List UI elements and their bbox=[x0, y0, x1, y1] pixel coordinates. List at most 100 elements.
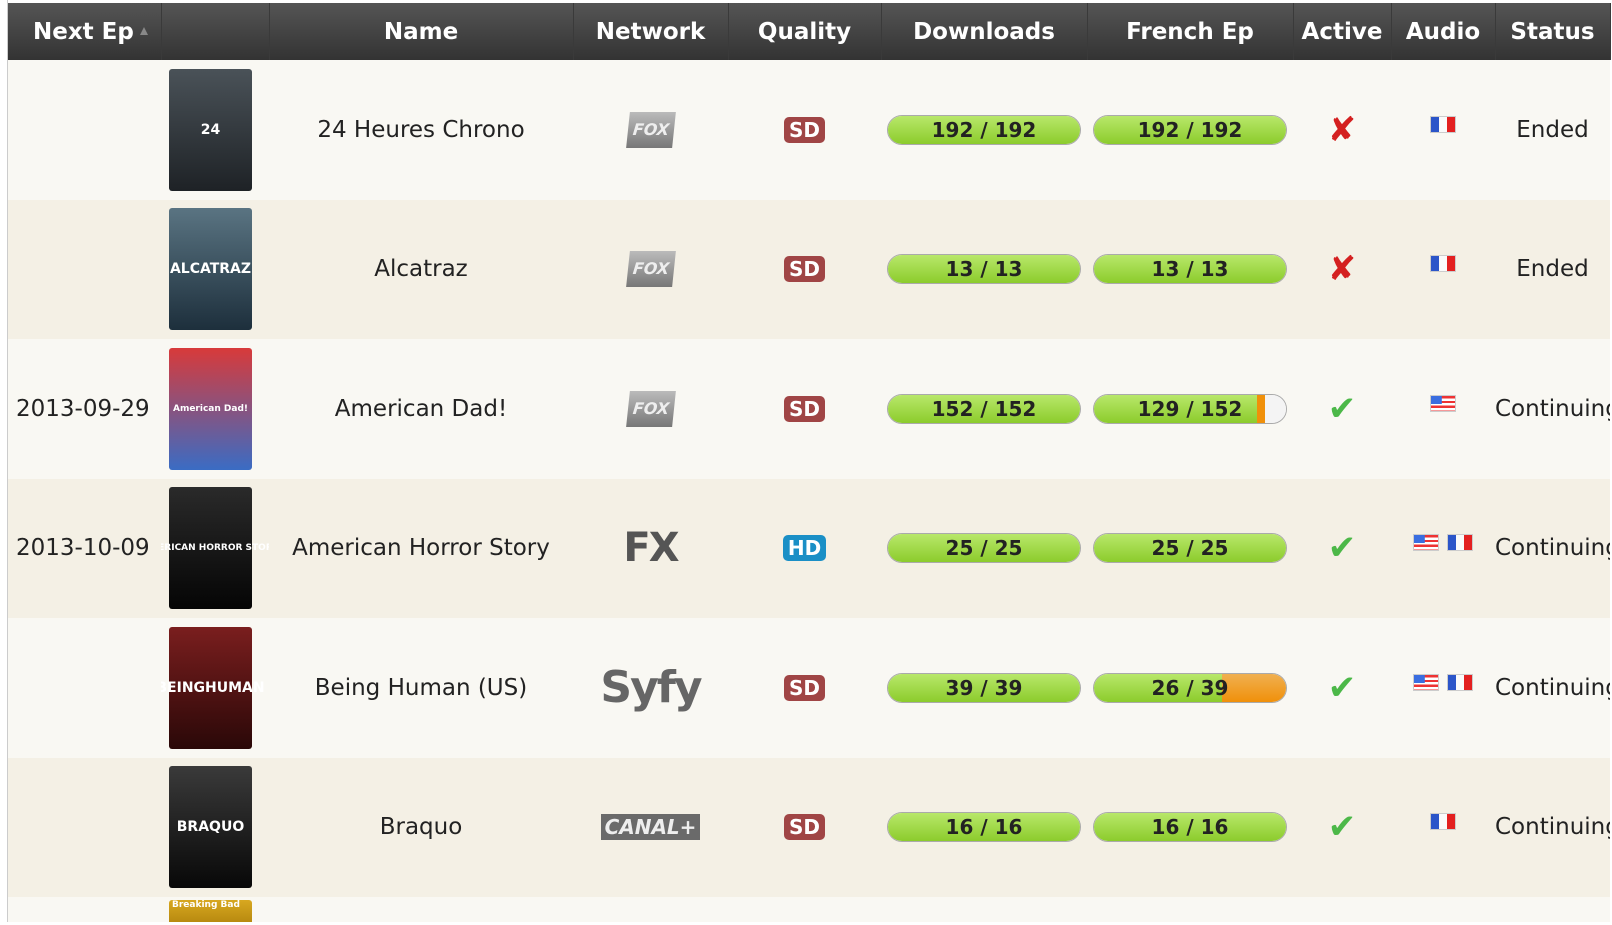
header-status[interactable]: Status bbox=[1495, 3, 1611, 60]
poster-cell: AMERICAN HORROR STORY bbox=[161, 479, 269, 619]
header-network[interactable]: Network bbox=[573, 3, 729, 60]
name-cell[interactable]: Being Human (US) bbox=[269, 618, 573, 758]
progress-fill bbox=[1094, 115, 1286, 144]
audio-cell bbox=[1391, 897, 1495, 922]
header-next-ep[interactable]: Next Ep bbox=[8, 3, 162, 60]
active-cell: ✔ bbox=[1293, 758, 1391, 898]
next-ep-date: 2013-09-29 bbox=[16, 395, 150, 422]
quality-badge: SD bbox=[783, 814, 825, 841]
flag-fr-icon bbox=[1430, 813, 1456, 831]
table-row[interactable]: BRAQUO Braquo CANAL+ SD 16 / 16 16 / 16 … bbox=[8, 757, 1610, 898]
header-poster bbox=[161, 3, 270, 60]
name-cell[interactable]: 24 Heures Chrono bbox=[269, 60, 573, 200]
next-ep-cell bbox=[8, 60, 161, 200]
status-cell: Continuing bbox=[1495, 339, 1610, 479]
header-downloads[interactable]: Downloads bbox=[881, 3, 1088, 60]
show-poster[interactable]: BEINGHUMAN bbox=[161, 626, 265, 749]
flag-us-icon bbox=[1430, 394, 1456, 412]
audio-cell bbox=[1391, 479, 1495, 619]
show-poster[interactable]: ALCATRAZ bbox=[169, 208, 252, 331]
downloads-cell: 25 / 25 bbox=[881, 479, 1087, 619]
quality-cell: SD bbox=[728, 618, 881, 758]
progress-label: 13 / 13 bbox=[945, 257, 1023, 282]
status-cell: Continuing bbox=[1495, 479, 1610, 619]
progress-fill bbox=[1094, 394, 1257, 423]
header-quality[interactable]: Quality bbox=[728, 3, 882, 60]
poster-cell: Breaking Bad bbox=[161, 897, 269, 922]
poster-cell: BRAQUO bbox=[161, 758, 269, 898]
name-cell[interactable]: Alcatraz bbox=[269, 200, 573, 340]
header-name[interactable]: Name bbox=[269, 3, 574, 60]
french-ep-cell: 13 / 13 bbox=[1087, 200, 1293, 340]
progress-fill bbox=[1094, 673, 1222, 702]
downloads-progress-bar: 152 / 152 bbox=[887, 393, 1081, 424]
network-cell: Syfy bbox=[573, 618, 728, 758]
show-poster[interactable]: 24 bbox=[169, 68, 252, 191]
table-row[interactable]: 2013-10-09 AMERICAN HORROR STORY America… bbox=[8, 478, 1610, 619]
network-logo: FX bbox=[623, 525, 679, 572]
network-cell: FX bbox=[573, 479, 728, 619]
shows-table: Next Ep Name Network Quality Downloads F… bbox=[8, 3, 1611, 922]
french-progress-bar: 192 / 192 bbox=[1093, 114, 1287, 145]
quality-badge: SD bbox=[783, 395, 825, 422]
show-name-link[interactable]: Alcatraz bbox=[374, 256, 468, 283]
downloads-progress-bar: 192 / 192 bbox=[887, 114, 1081, 145]
status-cell: Continuing bbox=[1495, 758, 1610, 898]
french-progress-bar: 13 / 13 bbox=[1093, 254, 1287, 285]
network-cell: FOX bbox=[573, 200, 728, 340]
table-row[interactable]: Breaking Bad bbox=[8, 897, 1610, 922]
show-name-link[interactable]: 24 Heures Chrono bbox=[317, 116, 525, 143]
show-name-link[interactable]: American Horror Story bbox=[292, 535, 550, 562]
status-text: Continuing bbox=[1495, 674, 1610, 701]
quality-cell bbox=[728, 897, 881, 922]
header-audio[interactable]: Audio bbox=[1391, 3, 1496, 60]
table-row[interactable]: 2013-09-29 American Dad! American Dad! F… bbox=[8, 339, 1610, 479]
french-ep-cell: 192 / 192 bbox=[1087, 60, 1293, 200]
table-row[interactable]: 24 24 Heures Chrono FOX SD 192 / 192 192… bbox=[8, 60, 1610, 200]
show-name-link[interactable]: Braquo bbox=[379, 814, 463, 841]
name-cell[interactable]: American Horror Story bbox=[269, 479, 573, 619]
downloads-cell: 152 / 152 bbox=[881, 339, 1087, 479]
table-row[interactable]: ALCATRAZ Alcatraz FOX SD 13 / 13 13 / 13… bbox=[8, 199, 1610, 340]
audio-cell bbox=[1391, 339, 1495, 479]
downloads-cell bbox=[881, 897, 1087, 922]
missing-segment bbox=[1256, 394, 1286, 423]
name-cell[interactable] bbox=[269, 897, 573, 922]
show-poster[interactable]: American Dad! bbox=[169, 347, 252, 470]
show-name-link[interactable]: Being Human (US) bbox=[314, 674, 528, 701]
progress-fill bbox=[888, 673, 1080, 702]
audio-cell bbox=[1391, 60, 1495, 200]
progress-label: 192 / 192 bbox=[931, 117, 1037, 142]
progress-label: 39 / 39 bbox=[945, 675, 1023, 700]
network-logo: Syfy bbox=[600, 662, 702, 714]
active-cell: ✘ bbox=[1293, 200, 1391, 340]
french-progress-bar: 25 / 25 bbox=[1093, 533, 1287, 564]
progress-label: 16 / 16 bbox=[1151, 815, 1229, 840]
check-icon: ✔ bbox=[1327, 807, 1357, 848]
show-poster[interactable]: AMERICAN HORROR STORY bbox=[161, 487, 269, 610]
progress-label: 25 / 25 bbox=[945, 536, 1023, 561]
show-poster[interactable]: Breaking Bad bbox=[169, 900, 252, 922]
downloads-cell: 13 / 13 bbox=[881, 200, 1087, 340]
progress-label: 16 / 16 bbox=[945, 815, 1023, 840]
header-french-ep[interactable]: French Ep bbox=[1087, 3, 1294, 60]
status-text: Continuing bbox=[1495, 814, 1610, 841]
network-logo: FOX bbox=[625, 111, 676, 148]
french-ep-cell bbox=[1087, 897, 1293, 922]
french-progress-bar: 26 / 39 bbox=[1093, 672, 1287, 703]
downloads-progress-bar: 13 / 13 bbox=[887, 254, 1081, 285]
header-active[interactable]: Active bbox=[1293, 3, 1392, 60]
show-poster[interactable]: BRAQUO bbox=[169, 766, 252, 889]
active-cell: ✔ bbox=[1293, 618, 1391, 758]
active-cell: ✔ bbox=[1293, 479, 1391, 619]
progress-label: 26 / 39 bbox=[1151, 675, 1229, 700]
flag-fr-icon bbox=[1430, 255, 1456, 273]
status-cell bbox=[1495, 897, 1610, 922]
audio-cell bbox=[1391, 618, 1495, 758]
name-cell[interactable]: American Dad! bbox=[269, 339, 573, 479]
next-ep-cell: 2013-10-09 bbox=[8, 479, 161, 619]
show-name-link[interactable]: American Dad! bbox=[334, 395, 508, 422]
name-cell[interactable]: Braquo bbox=[269, 758, 573, 898]
table-row[interactable]: BEINGHUMAN Being Human (US) Syfy SD 39 /… bbox=[8, 618, 1610, 758]
poster-cell: 24 bbox=[161, 60, 269, 200]
